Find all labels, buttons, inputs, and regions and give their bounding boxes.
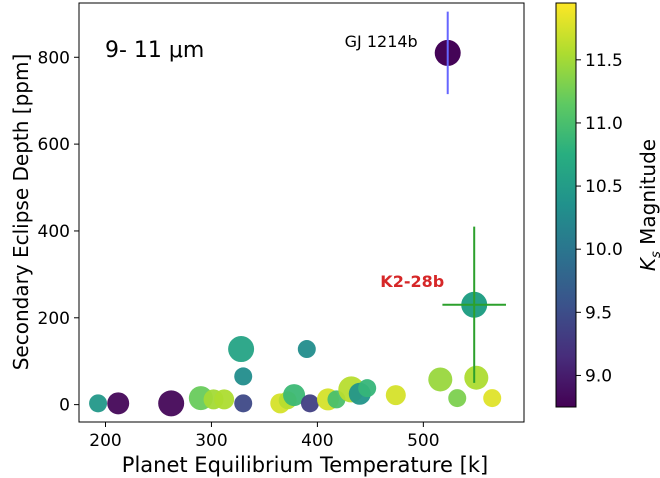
x-tick-label: 200 <box>89 431 121 451</box>
colorbar-label-sub: s <box>649 251 660 258</box>
data-point <box>89 394 108 413</box>
colorbar: 9.0 9.5 10.0 10.5 11.0 11.5 Ks Magnitude <box>555 2 660 408</box>
colorbar-tick-label: 9.0 <box>585 366 612 386</box>
data-point <box>228 336 255 363</box>
colorbar-label-k: K <box>636 256 660 271</box>
data-point <box>234 367 253 386</box>
y-tick-label: 800 <box>38 48 70 68</box>
colorbar-tick-label: 11.0 <box>585 114 623 134</box>
x-tick-label: 500 <box>407 431 439 451</box>
planet-label: K2-28b <box>380 272 444 291</box>
highlight-layer: GJ 1214b K2-28b <box>345 11 506 383</box>
x-axis-label: Planet Equilibrium Temperature [k] <box>122 453 488 477</box>
data-point <box>234 394 253 413</box>
data-point <box>483 389 502 408</box>
data-point <box>158 390 185 417</box>
plot-area: GJ 1214b K2-28b 200 300 400 500 0 200 400 600 80… <box>38 2 525 451</box>
data-point <box>385 385 406 406</box>
data-point <box>300 394 319 413</box>
data-point <box>297 340 316 359</box>
y-axis-label: Secondary Eclipse Depth [ppm] <box>9 54 33 371</box>
data-point <box>428 367 453 392</box>
colorbar-label: Ks Magnitude <box>636 139 660 271</box>
x-axis-ticks: 200 300 400 500 <box>89 422 440 451</box>
y-tick-label: 0 <box>59 396 70 416</box>
y-axis-ticks: 0 200 400 600 800 <box>38 48 79 416</box>
x-tick-label: 300 <box>195 431 227 451</box>
y-tick-label: 400 <box>38 222 70 242</box>
colorbar-tick-label: 9.5 <box>585 303 612 323</box>
colorbar-tick-label: 10.0 <box>585 240 623 260</box>
data-point <box>358 379 377 398</box>
colorbar-label-rest: Magnitude <box>636 139 660 251</box>
colorbar-tick-label: 11.5 <box>585 51 623 71</box>
data-point <box>448 389 467 408</box>
planet-label: GJ 1214b <box>345 32 418 51</box>
colorbar-gradient <box>555 2 577 408</box>
colorbar-ticks: 9.0 9.5 10.0 10.5 11.0 11.5 <box>576 51 623 386</box>
data-point <box>464 365 489 390</box>
data-point <box>214 389 235 410</box>
y-tick-label: 200 <box>38 309 70 329</box>
plot-frame <box>78 2 525 423</box>
data-point <box>107 392 130 415</box>
data-point <box>283 384 306 407</box>
points-layer <box>89 336 502 417</box>
wavelength-annotation: 9- 11 μm <box>105 38 204 63</box>
x-tick-label: 400 <box>301 431 333 451</box>
y-tick-label: 600 <box>38 135 70 155</box>
colorbar-tick-label: 10.5 <box>585 177 623 197</box>
